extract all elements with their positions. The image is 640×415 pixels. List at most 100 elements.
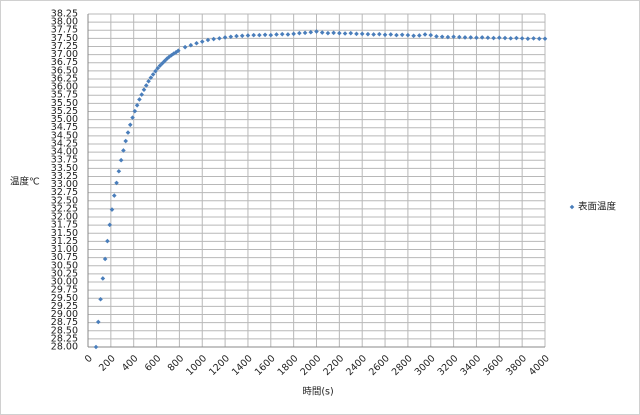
data-point	[105, 238, 110, 244]
y-tick-label: 37.75	[51, 25, 78, 36]
legend-label: 表面温度	[578, 201, 617, 213]
y-tick-label: 38.00	[51, 17, 78, 28]
data-point	[194, 40, 199, 46]
data-point	[109, 207, 115, 212]
data-point	[175, 48, 181, 54]
y-tick-label: 33.50	[51, 163, 78, 174]
data-point	[93, 344, 99, 350]
y-tick-label: 35.75	[51, 90, 78, 101]
data-point	[337, 30, 342, 36]
data-point	[519, 36, 525, 41]
data-point	[531, 36, 536, 41]
data-point	[291, 31, 296, 37]
data-point	[148, 75, 154, 80]
data-point	[134, 102, 140, 108]
data-point	[497, 35, 502, 41]
y-tick-label: 29.75	[51, 285, 78, 296]
data-point	[102, 256, 108, 262]
x-axis-title: 時間(s)	[302, 387, 333, 398]
data-point	[485, 35, 491, 41]
y-tick-label: 34.25	[51, 138, 78, 149]
y-tick-label: 28.50	[51, 325, 78, 336]
y-tick-label: 30.50	[51, 260, 78, 271]
data-point	[125, 130, 131, 135]
data-point	[164, 56, 170, 62]
y-tick-label: 35.50	[51, 98, 78, 109]
data-point	[457, 34, 462, 40]
data-point	[127, 122, 133, 128]
data-point	[308, 29, 314, 35]
y-tick-label: 28.25	[51, 333, 78, 344]
data-point	[222, 35, 228, 40]
data-point	[130, 115, 135, 120]
data-point	[182, 44, 188, 50]
y-tick-label: 30.00	[51, 277, 78, 288]
data-point	[139, 92, 144, 97]
data-point	[508, 36, 514, 41]
data-point	[491, 35, 496, 41]
data-point	[428, 32, 434, 38]
data-point	[98, 296, 103, 302]
data-point	[162, 58, 167, 64]
data-point	[143, 83, 149, 88]
data-point	[411, 33, 416, 39]
data-point	[451, 34, 456, 40]
data-point	[394, 32, 399, 38]
data-point	[211, 36, 216, 42]
data-point	[159, 61, 165, 66]
y-tick-label: 29.25	[51, 301, 78, 312]
data-point	[365, 31, 371, 37]
y-tick-label: 33.25	[51, 171, 78, 182]
data-point	[257, 32, 262, 38]
data-point	[205, 37, 211, 43]
legend-marker	[569, 204, 575, 210]
data-point	[342, 31, 348, 36]
y-tick-label: 32.00	[51, 212, 78, 223]
data-point	[121, 148, 126, 153]
data-point	[525, 36, 531, 41]
data-point	[417, 33, 422, 38]
data-point	[279, 31, 285, 37]
data-point	[245, 33, 251, 38]
data-point	[150, 72, 156, 77]
data-point	[268, 32, 274, 38]
data-point	[111, 193, 117, 198]
data-point	[123, 138, 129, 144]
data-point	[399, 32, 405, 38]
data-point	[239, 33, 245, 39]
data-point	[274, 32, 279, 37]
y-tick-label: 36.50	[51, 65, 78, 76]
data-point	[188, 42, 194, 48]
data-point	[137, 97, 142, 102]
y-tick-label: 33.00	[51, 179, 78, 190]
y-axis-title: 温度℃	[10, 176, 40, 188]
y-tick-label: 35.25	[51, 106, 78, 117]
y-tick-label: 30.25	[51, 268, 78, 279]
data-point	[434, 34, 439, 39]
y-tick-label: 34.75	[51, 122, 78, 133]
y-tick-label: 31.75	[51, 220, 78, 231]
y-tick-label: 28.75	[51, 317, 78, 328]
y-tick-label: 29.00	[51, 309, 78, 320]
data-point	[132, 108, 138, 114]
data-point	[371, 32, 376, 37]
data-point	[155, 65, 160, 71]
data-point	[262, 32, 268, 38]
y-tick-label: 31.00	[51, 244, 78, 255]
y-tick-label: 28.00	[51, 342, 78, 353]
data-point	[146, 78, 151, 84]
data-point	[354, 31, 359, 37]
data-point	[217, 36, 222, 41]
data-point	[166, 54, 172, 60]
y-tick-label: 37.25	[51, 41, 78, 52]
data-point	[118, 157, 124, 163]
y-tick-label: 36.25	[51, 73, 78, 84]
data-point	[95, 319, 101, 325]
y-tick-label: 36.00	[51, 82, 78, 93]
data-point	[331, 30, 336, 36]
y-tick-label: 31.50	[51, 228, 78, 239]
data-point	[462, 35, 468, 40]
data-point	[251, 32, 256, 38]
y-tick-label: 32.50	[51, 195, 78, 206]
